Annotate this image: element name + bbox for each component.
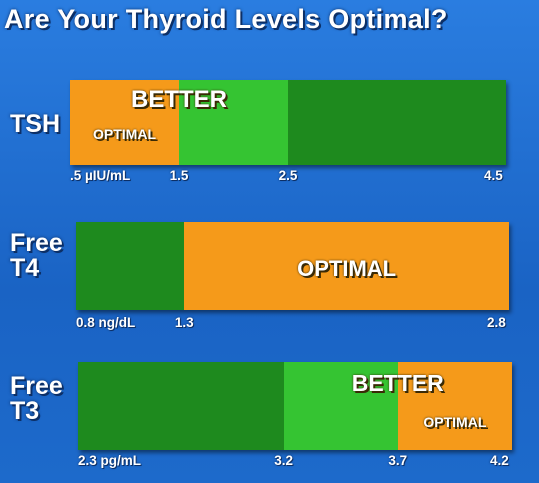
tick-label: 4.2 xyxy=(490,453,509,468)
tick-label: 2.8 xyxy=(487,315,506,330)
tick-label: 3.2 xyxy=(274,453,293,468)
zone-optimal xyxy=(70,80,179,165)
zone-label-optimal: OPTIMAL xyxy=(423,414,487,430)
tick-label: .5 µIU/mL xyxy=(70,168,131,183)
zone-label-optimal: OPTIMAL xyxy=(93,126,156,142)
row-label-1: Free T4 xyxy=(10,231,63,281)
range-bar-2: BETTER OPTIMAL xyxy=(78,362,512,450)
tick-label: 0.8 ng/dL xyxy=(76,315,136,330)
row-label-line: Free xyxy=(10,229,63,257)
row-label-line: TSH xyxy=(10,110,60,138)
zone-optimal xyxy=(184,222,509,310)
row-label-line: T4 xyxy=(10,254,40,282)
tick-label: 1.5 xyxy=(169,168,189,183)
tick-label: 2.3 pg/mL xyxy=(78,453,142,468)
zone-label-better: BETTER xyxy=(351,370,444,396)
range-bar-1: OPTIMAL xyxy=(76,222,509,310)
tick-label: 4.5 xyxy=(484,168,503,183)
row-label-line: T3 xyxy=(10,397,40,425)
zone-optimal xyxy=(397,362,512,450)
zone-label-better: BETTER xyxy=(131,86,227,113)
row-label-line: Free xyxy=(10,372,63,400)
zone-label-optimal: OPTIMAL xyxy=(297,256,397,281)
chart-title: Are Your Thyroid Levels Optimal? xyxy=(4,4,448,34)
row-label-0: TSH xyxy=(10,111,60,137)
range-bar-0: BETTER OPTIMAL xyxy=(70,80,506,165)
tick-label: 2.5 xyxy=(278,168,298,183)
tick-label: 1.3 xyxy=(174,315,194,330)
tick-label: 3.7 xyxy=(388,453,408,468)
row-label-2: Free T3 xyxy=(10,374,63,424)
